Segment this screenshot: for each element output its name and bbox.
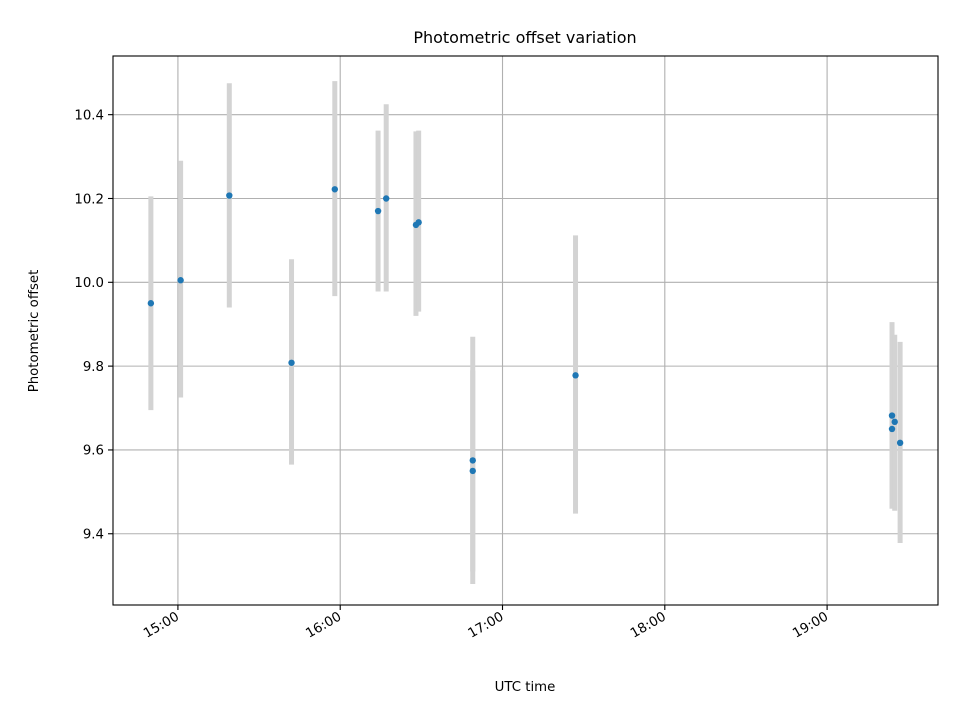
y-axis-label: Photometric offset [27,270,42,393]
data-point [469,467,476,475]
plot-background [113,56,938,605]
data-points [147,186,904,475]
y-tick-label: 9.6 [83,444,104,459]
x-tick-label: 17:00 [466,609,507,641]
data-point [226,192,233,199]
x-tick-label: 16:00 [304,609,345,641]
y-tick-label: 10.0 [74,276,104,291]
data-point [891,418,898,426]
data-point [888,425,896,433]
y-tick-label: 10.4 [74,108,104,123]
x-tick-label: 18:00 [628,609,669,641]
x-axis: 15:00 16:00 17:00 18:00 19:00 [141,605,831,642]
y-tick-label: 9.4 [83,528,104,543]
x-tick-label: 19:00 [790,609,831,641]
data-point [415,219,422,226]
data-point [896,439,904,447]
y-tick-label: 10.2 [74,192,104,207]
data-point [147,300,155,307]
data-point [572,372,579,379]
y-tick-label: 9.8 [83,360,104,375]
plot-frame [112,55,939,606]
data-point [331,186,339,193]
data-point [177,277,184,284]
grid [113,56,938,605]
y-axis: 9.4 9.6 9.8 10.0 10.2 10.4 [74,108,113,543]
data-point [288,359,295,366]
x-axis-label: UTC time [495,680,556,695]
data-point [888,412,896,419]
data-point [469,457,476,464]
data-point [382,195,390,202]
x-tick-label: 15:00 [141,609,182,641]
chart-title: Photometric offset variation [413,28,636,47]
data-point [374,207,382,215]
